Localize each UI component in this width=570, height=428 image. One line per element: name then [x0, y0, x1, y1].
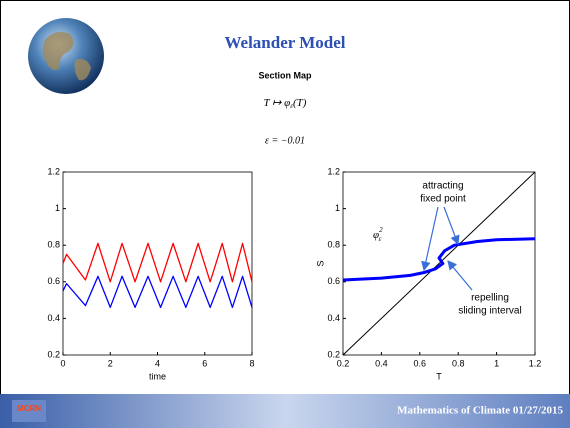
arrow — [447, 260, 473, 291]
formula-sub: ε — [290, 102, 293, 110]
phi-sub: ε — [379, 235, 382, 243]
x-axis-label: time — [149, 371, 166, 381]
phi-symbol: φ — [373, 229, 379, 241]
footer-text: Mathematics of Climate 01/27/2015 — [397, 405, 563, 417]
annotation-repelling: repelling — [471, 293, 509, 304]
y-tick-label: 0.2 — [327, 349, 340, 359]
x-tick-label: 1 — [494, 358, 499, 368]
x-tick-label: 2 — [108, 358, 113, 368]
plot-area — [342, 171, 536, 356]
section-map-formula: T ↦ φε(T) — [264, 97, 307, 110]
y-tick-label: 0.2 — [47, 349, 60, 359]
data-line — [342, 171, 536, 356]
x-tick-label: 6 — [202, 358, 207, 368]
y-tick-label: 0.6 — [47, 276, 60, 286]
y-tick-label: 1.2 — [47, 166, 60, 176]
data-line — [62, 275, 253, 309]
data-line — [62, 242, 253, 283]
logo-box — [12, 400, 46, 422]
x-tick-label: 8 — [249, 358, 254, 368]
earth-land — [42, 32, 91, 81]
x-axis-label: T — [436, 371, 442, 381]
logo: MCRN — [17, 404, 41, 413]
phi-sup: 2 — [379, 226, 383, 234]
formula-tail: (T) — [293, 97, 307, 109]
x-tick-label: 0.2 — [337, 358, 350, 368]
x-tick-label: 0.8 — [452, 358, 465, 368]
slide-subtitle: Section Map — [258, 70, 312, 80]
arrow — [443, 206, 460, 246]
y-tick-label: 0.4 — [47, 313, 60, 323]
arrow — [421, 206, 439, 272]
x-tick-label: 4 — [155, 358, 160, 368]
data-line — [342, 237, 536, 282]
earth-image — [28, 18, 104, 94]
y-tick-label: 0.8 — [327, 240, 340, 250]
section-map-chart: 0.2 0.4 0.6 0.8 1 1.2 0.2 0.4 0.6 0.8 1 1.2 T Sattrac… — [315, 166, 541, 381]
footer-bar — [0, 394, 570, 428]
y-axis-label: S — [315, 260, 325, 266]
y-tick-label: 0.4 — [327, 313, 340, 323]
y-tick-label: 0.8 — [47, 240, 60, 250]
x-tick-label: 0.6 — [414, 358, 427, 368]
parameter: ε = −0.01 — [265, 135, 305, 146]
y-tick-label: 1 — [335, 203, 340, 213]
annotation-repelling: sliding interval — [458, 306, 521, 317]
y-tick-label: 1.2 — [327, 166, 340, 176]
y-tick-label: 0.6 — [327, 276, 340, 286]
phi-label: φ2 ε — [373, 226, 383, 243]
annotation-attracting: fixed point — [420, 194, 466, 205]
time-series-chart: 0.2 0.4 0.6 0.8 1 1.2 0 2 4 6 8 time — [47, 166, 254, 381]
y-tick-label: 1 — [55, 203, 60, 213]
x-tick-label: 0.4 — [375, 358, 388, 368]
x-tick-label: 0 — [60, 358, 65, 368]
annotation-attracting: attracting — [422, 181, 463, 192]
formula-lead: T ↦ φ — [264, 97, 291, 109]
slide-title: Welander Model — [224, 33, 345, 52]
x-tick-label: 1.2 — [529, 358, 542, 368]
